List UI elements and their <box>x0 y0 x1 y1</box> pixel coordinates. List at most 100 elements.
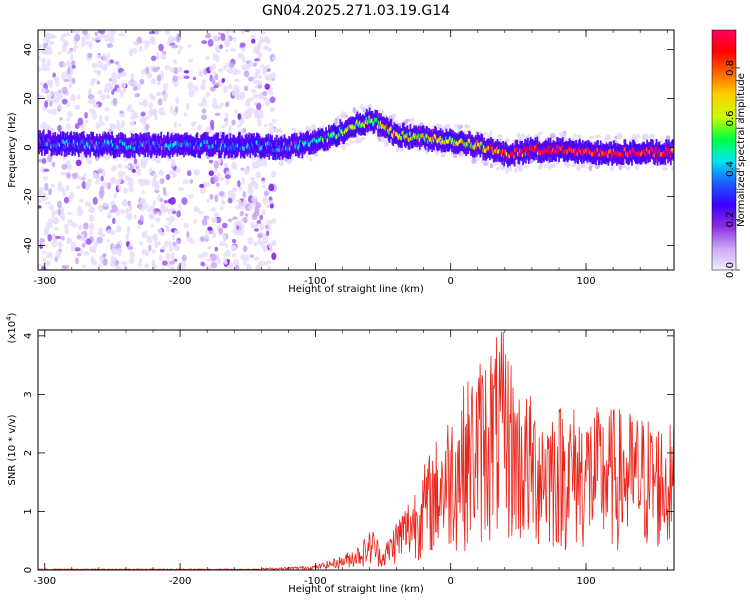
noise-blob <box>95 35 102 41</box>
noise-blob <box>185 103 190 111</box>
noise-blob <box>71 60 76 66</box>
noise-blob <box>224 112 229 120</box>
noise-blob <box>117 123 121 131</box>
snr-y-tick-label: 1 <box>23 508 34 514</box>
noise-blob <box>48 222 53 228</box>
noise-blob <box>134 42 141 46</box>
noise-blob <box>186 231 190 238</box>
noise-blob <box>38 67 42 72</box>
noise-blob <box>106 52 111 58</box>
noise-blob <box>55 235 62 240</box>
noise-blob <box>487 134 491 138</box>
noise-blob <box>224 243 229 249</box>
noise-blob <box>97 169 103 174</box>
noise-blob <box>172 36 177 42</box>
noise-blob <box>251 38 256 44</box>
noise-blob <box>253 108 258 114</box>
noise-blob <box>270 131 274 135</box>
noise-blob <box>41 57 46 64</box>
noise-blob <box>47 154 53 163</box>
noise-blob <box>102 53 107 62</box>
noise-blob <box>154 113 158 121</box>
noise-blob <box>258 36 265 44</box>
noise-blob <box>219 102 225 107</box>
noise-blob <box>269 54 274 62</box>
noise-blob <box>143 122 147 126</box>
noise-blob <box>98 154 106 159</box>
noise-blob <box>268 242 272 249</box>
noise-blob <box>81 243 86 248</box>
noise-blob <box>110 261 115 268</box>
noise-blob <box>56 200 62 209</box>
noise-blob <box>77 94 81 100</box>
noise-blob <box>141 189 146 195</box>
noise-blob <box>523 165 529 169</box>
noise-blob <box>66 237 72 245</box>
noise-blob <box>227 197 233 204</box>
noise-blob <box>43 67 51 71</box>
noise-blob <box>537 138 541 143</box>
noise-blob <box>140 201 145 205</box>
noise-blob <box>227 84 233 89</box>
noise-blob <box>69 191 75 200</box>
noise-blob <box>222 234 227 241</box>
noise-blob <box>383 139 390 147</box>
noise-blob <box>165 217 171 221</box>
noise-blob <box>518 165 523 173</box>
noise-blob <box>87 52 93 59</box>
colorbar-tick-label: 0.8 <box>725 60 736 76</box>
noise-blob <box>61 236 65 241</box>
noise-blob <box>661 166 668 171</box>
noise-blob <box>241 177 245 185</box>
noise-blob <box>42 176 49 180</box>
noise-blob <box>66 172 72 179</box>
noise-blob <box>111 217 116 225</box>
noise-blob <box>55 250 61 258</box>
noise-blob <box>99 185 104 192</box>
noise-blob <box>457 124 464 129</box>
noise-blob <box>256 159 261 163</box>
noise-blob <box>164 240 169 248</box>
noise-blob <box>537 164 543 170</box>
snr-ticks: -300 -200 -100 0 100 0 1 2 3 4 <box>23 330 674 587</box>
noise-blob <box>193 218 197 225</box>
noise-blob <box>82 30 88 36</box>
noise-blob <box>61 44 67 52</box>
noise-blob <box>313 152 319 158</box>
noise-blob <box>257 233 263 239</box>
noise-blob <box>247 97 255 102</box>
snr-y-tick-label: 3 <box>23 391 34 397</box>
noise-blob <box>117 72 122 80</box>
noise-blob <box>167 221 172 225</box>
noise-blob <box>139 78 145 85</box>
noise-blob <box>60 171 67 176</box>
noise-blob <box>139 45 143 52</box>
noise-blob <box>240 253 246 261</box>
noise-blob <box>250 202 257 207</box>
noise-blob <box>256 220 261 224</box>
noise-blob <box>173 122 178 128</box>
noise-blob <box>505 167 509 175</box>
spectrogram-x-tick-label: 100 <box>576 276 595 287</box>
noise-blob <box>154 208 161 212</box>
noise-blob <box>175 167 181 173</box>
noise-blob <box>223 65 228 71</box>
noise-blob <box>187 81 194 91</box>
noise-blob <box>120 82 127 89</box>
noise-blob <box>57 103 63 111</box>
noise-blob <box>175 96 179 105</box>
noise-blob <box>267 47 272 52</box>
noise-blob <box>224 249 232 257</box>
noise-blob <box>171 234 176 241</box>
noise-blob <box>483 162 488 166</box>
noise-blob <box>212 35 219 43</box>
noise-blob <box>223 162 229 168</box>
noise-blob <box>51 108 58 116</box>
noise-blob <box>114 61 120 65</box>
noise-blob <box>183 70 190 74</box>
noise-blob <box>248 107 255 114</box>
colorbar: 0.0 0.2 0.4 0.6 0.8 Normalized spectral ampl… <box>711 29 747 278</box>
noise-blob <box>69 47 74 52</box>
